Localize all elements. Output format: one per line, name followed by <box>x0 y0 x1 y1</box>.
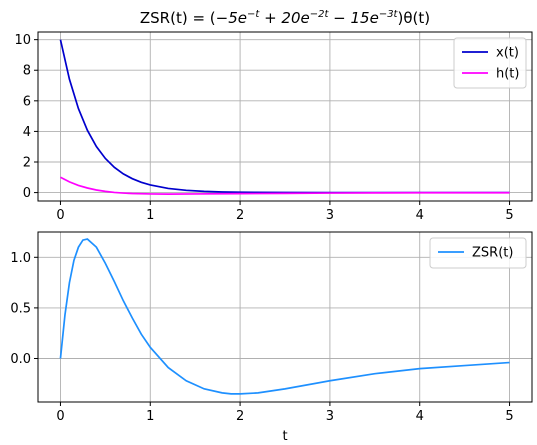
bottom-legend: ZSR(t) <box>429 237 527 269</box>
top-x-tick-label: 2 <box>236 208 244 223</box>
top-plot: 0 1 2 3 4 5 0 2 4 6 8 10 x(t) h(t) <box>14 31 533 223</box>
top-legend-label-0: x(t) <box>496 46 519 61</box>
top-plot-frame <box>37 31 533 202</box>
top-legend: x(t) h(t) <box>453 37 527 89</box>
bottom-legend-box <box>429 237 527 269</box>
bottom-x-tick-label: 2 <box>236 409 244 424</box>
bottom-x-tick-label: 4 <box>416 409 424 424</box>
bottom-legend-label-0: ZSR(t) <box>472 246 513 261</box>
bottom-x-tick-label: 1 <box>146 409 154 424</box>
top-y-tick-label: 0 <box>23 186 31 201</box>
bottom-plot-frame <box>37 231 533 403</box>
top-legend-box <box>453 37 527 89</box>
top-x-tick-label: 1 <box>146 208 154 223</box>
top-legend-label-1: h(t) <box>496 67 519 82</box>
bottom-y-tick-label: 0.5 <box>10 301 31 316</box>
top-y-tick-label: 2 <box>23 156 31 171</box>
bottom-y-tick-label: 0.0 <box>10 352 31 367</box>
bottom-plot: 0 1 2 3 4 5 0.0 0.5 1.0 ZSR(t) <box>10 231 533 424</box>
bottom-y-tick-label: 1.0 <box>10 251 31 266</box>
top-series-line-0 <box>59 39 510 194</box>
bottom-x-tick-label: 0 <box>56 409 64 424</box>
top-y-tick-label: 6 <box>23 94 31 109</box>
top-x-tick-label: 0 <box>56 208 64 223</box>
top-x-tick-label: 3 <box>326 208 334 223</box>
top-y-tick-label: 8 <box>23 64 31 79</box>
top-y-tick-label: 4 <box>23 125 31 140</box>
bottom-series-line-0 <box>59 238 510 395</box>
top-series-line-1 <box>60 176 510 195</box>
top-y-tick-label: 10 <box>14 33 31 48</box>
top-x-tick-label: 4 <box>416 208 424 223</box>
bottom-x-axis-label: t <box>282 429 287 444</box>
top-chart-title: ZSR(t) = (−5e−t + 20e−2t − 15e−3t)θ(t) <box>140 9 430 27</box>
top-x-tick-label: 5 <box>505 208 513 223</box>
bottom-x-tick-label: 3 <box>326 409 334 424</box>
bottom-x-tick-label: 5 <box>505 409 513 424</box>
